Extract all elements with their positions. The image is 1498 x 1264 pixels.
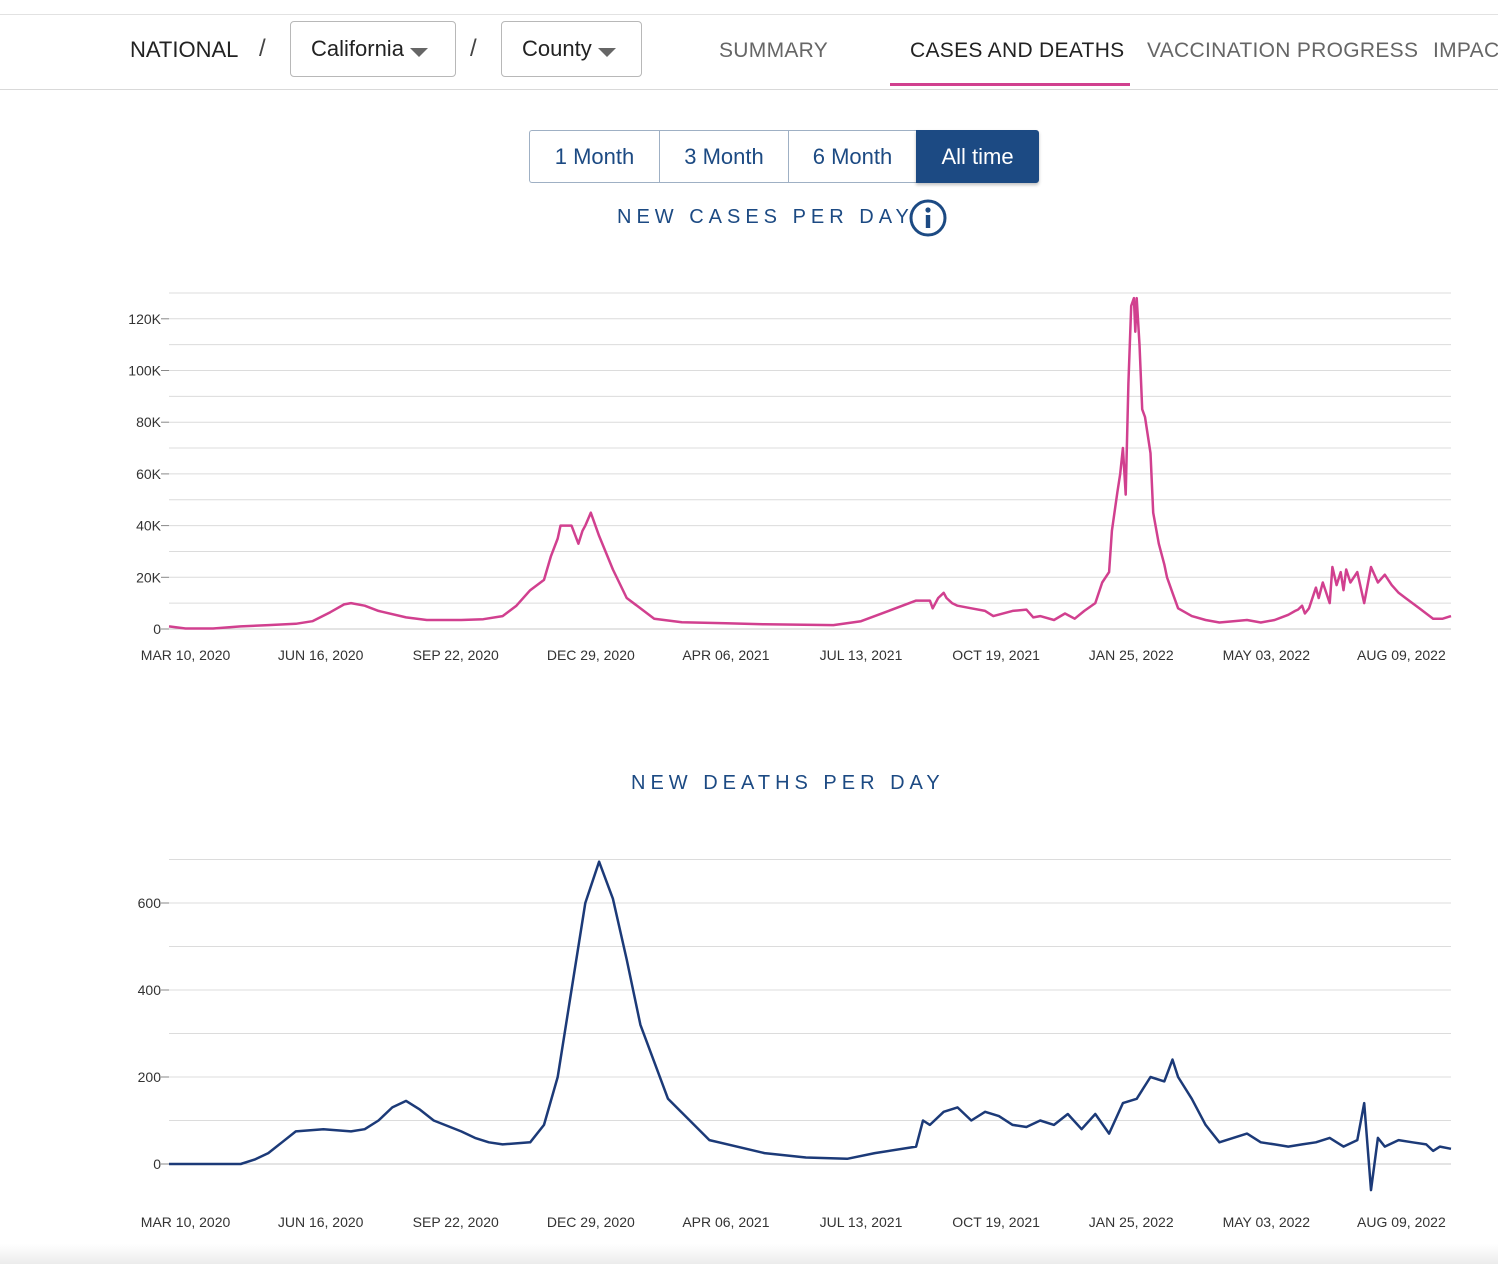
breadcrumb-separator: / (470, 35, 477, 62)
y-tick-label: 0 (153, 1156, 161, 1172)
top-divider (0, 14, 1498, 15)
y-tick-label: 20K (136, 569, 162, 585)
bottom-scroll-shadow (0, 1244, 1498, 1264)
x-tick-label: MAR 10, 2020 (141, 647, 231, 663)
deaths-chart-title: NEW DEATHS PER DAY (631, 772, 945, 794)
county-select-value: County (522, 36, 592, 61)
time-range-selector: 1 Month 3 Month 6 Month All time (529, 130, 1039, 183)
range-6-month-button[interactable]: 6 Month (788, 130, 916, 183)
x-tick-label: MAY 03, 2022 (1223, 1214, 1311, 1230)
location-nav-bar: NATIONAL / California / County SUMMARY C… (0, 15, 1498, 90)
county-select[interactable]: County (501, 21, 642, 77)
series-line (168, 296, 1452, 630)
x-tick-label: DEC 29, 2020 (547, 647, 635, 663)
y-tick-label: 100K (128, 363, 161, 379)
cases-line-chart: 0 20K 40K 60K 80K 100K 120K MAR 10, 2020 JUN 16,… (128, 292, 1452, 663)
y-tick-label: 400 (138, 982, 162, 998)
x-tick-label: AUG 09, 2022 (1357, 1214, 1446, 1230)
state-select[interactable]: California (290, 21, 456, 77)
x-tick-label: DEC 29, 2020 (547, 1214, 635, 1230)
y-tick-label: 120K (128, 311, 161, 327)
x-tick-label: SEP 22, 2020 (413, 647, 499, 663)
range-all-time-button[interactable]: All time (916, 130, 1039, 183)
tab-summary[interactable]: SUMMARY (719, 39, 829, 62)
y-tick-label: 80K (136, 414, 162, 430)
info-icon[interactable] (909, 199, 947, 237)
y-tick-label: 0 (153, 621, 161, 637)
x-tick-label: JUL 13, 2021 (820, 647, 903, 663)
y-tick-label: 600 (138, 895, 162, 911)
x-tick-label: OCT 19, 2021 (952, 1214, 1040, 1230)
chevron-down-icon (409, 47, 428, 57)
x-tick-label: JAN 25, 2022 (1089, 1214, 1174, 1230)
range-1-month-button[interactable]: 1 Month (529, 130, 659, 183)
series-line (169, 860, 1452, 1192)
y-tick-label: 200 (138, 1069, 162, 1085)
x-tick-label: AUG 09, 2022 (1357, 647, 1446, 663)
x-tick-label: MAR 10, 2020 (141, 1214, 231, 1230)
tab-vaccination-progress[interactable]: VACCINATION PROGRESS (1147, 39, 1419, 62)
y-tick-label: 40K (136, 518, 162, 534)
active-tab-indicator (890, 83, 1130, 86)
x-tick-label: SEP 22, 2020 (413, 1214, 499, 1230)
tab-impact[interactable]: IMPACT (1433, 39, 1498, 62)
deaths-line-chart: 0 200 400 600 MAR 10, 2020 JUN 16, 2020 SEP 22… (138, 859, 1452, 1230)
x-tick-label: JUL 13, 2021 (820, 1214, 903, 1230)
x-tick-label: JAN 25, 2022 (1089, 647, 1174, 663)
x-tick-label: JUN 16, 2020 (278, 1214, 364, 1230)
x-tick-label: MAY 03, 2022 (1223, 647, 1311, 663)
y-tick-label: 60K (136, 466, 162, 482)
x-tick-label: JUN 16, 2020 (278, 647, 364, 663)
breadcrumb-national[interactable]: NATIONAL (130, 37, 239, 62)
chevron-down-icon (597, 47, 616, 57)
state-select-value: California (311, 36, 404, 61)
range-3-month-button[interactable]: 3 Month (659, 130, 788, 183)
x-tick-label: APR 06, 2021 (682, 1214, 769, 1230)
tab-cases-and-deaths[interactable]: CASES AND DEATHS (910, 39, 1125, 62)
cases-chart-title: NEW CASES PER DAY (617, 206, 914, 228)
x-tick-label: APR 06, 2021 (682, 647, 769, 663)
x-tick-label: OCT 19, 2021 (952, 647, 1040, 663)
breadcrumb-separator: / (259, 35, 266, 62)
